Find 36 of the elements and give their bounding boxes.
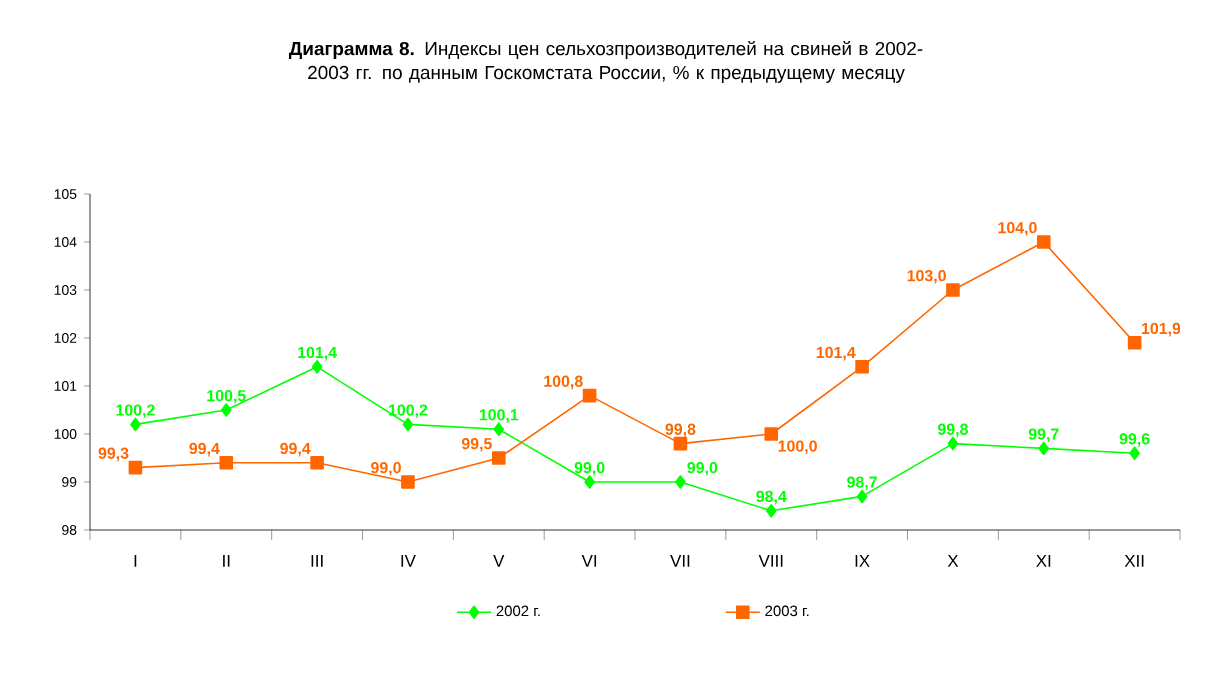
point <box>764 427 779 441</box>
x-tick-label: IV <box>401 555 416 567</box>
x-tick-label: II <box>223 555 230 567</box>
point <box>856 489 868 504</box>
point <box>673 436 688 451</box>
point <box>219 456 234 470</box>
x-tick-label: IX <box>855 555 870 567</box>
x-tick-label: XII <box>1124 555 1144 567</box>
point <box>401 475 415 489</box>
x-tick-label: V <box>493 555 505 567</box>
point <box>1038 441 1050 456</box>
point <box>855 360 869 374</box>
point <box>220 403 232 417</box>
point <box>311 360 323 374</box>
chart-title: Диаграмма 8. Индексы цен сельхозпроизводителей на свиней в 2002-2003 гг. по данным Госкомстата России, % к предыдущему месяцу <box>288 41 923 83</box>
x-tick-label: III <box>311 555 323 567</box>
point <box>493 422 505 436</box>
x-tick-label: X <box>947 555 959 567</box>
x-tick-label: XI <box>1036 555 1051 567</box>
point <box>491 451 506 465</box>
point <box>1129 446 1140 460</box>
point <box>402 417 414 432</box>
point <box>1036 235 1051 249</box>
point <box>675 475 686 489</box>
point <box>584 475 595 489</box>
x-tick-label: VI <box>581 555 597 567</box>
point <box>582 388 597 403</box>
point <box>1127 336 1142 350</box>
x-tick-label: I <box>134 555 137 567</box>
point <box>130 417 141 432</box>
point <box>310 456 324 470</box>
x-tick-label: VII <box>670 555 690 567</box>
point <box>128 460 143 475</box>
x-tick-label: VIII <box>758 555 783 567</box>
point <box>946 283 960 297</box>
point <box>765 504 777 518</box>
